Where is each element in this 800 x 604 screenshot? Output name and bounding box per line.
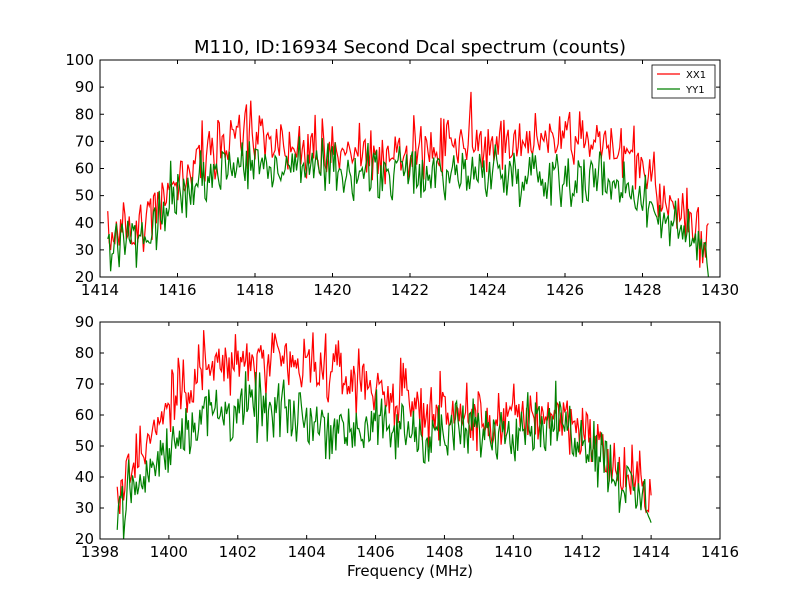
x-tick-label: 1410	[494, 543, 532, 561]
series-line-xx1	[116, 330, 652, 515]
x-tick-label: 1412	[563, 543, 601, 561]
x-tick-label: 1404	[288, 543, 326, 561]
axes-frame	[99, 321, 721, 540]
y-tick-label: 80	[75, 105, 94, 123]
y-tick-label: 70	[75, 132, 94, 150]
y-tick-label: 30	[75, 241, 94, 259]
y-tick-label: 30	[75, 499, 94, 517]
x-tick-label: 1416	[158, 281, 196, 299]
x-tick-label: 1430	[701, 281, 739, 299]
x-tick-label: 1398	[81, 543, 119, 561]
legend-label-xx1: XX1	[686, 70, 706, 81]
x-axis-label: Frequency (MHz)	[347, 562, 473, 580]
y-tick-label: 100	[65, 51, 94, 69]
x-tick-label: 1422	[391, 281, 429, 299]
y-tick-label: 40	[75, 214, 94, 232]
bottom-spectrum-axes: 1398 1400 1402 1404 1406 1408 1410 1412 1414 1416…	[75, 313, 739, 580]
x-tick-label: 1424	[468, 281, 506, 299]
x-tick-label: 1414	[632, 543, 670, 561]
series-line-yy1	[107, 136, 709, 277]
y-tick-label: 50	[75, 437, 94, 455]
y-tick-label: 20	[75, 268, 94, 286]
y-tick-label: 90	[75, 313, 94, 331]
series-line-yy1	[116, 371, 652, 539]
x-tick-label: 1418	[236, 281, 274, 299]
plot-area	[116, 330, 652, 539]
x-tick-label: 1428	[623, 281, 661, 299]
y-tick-label: 20	[75, 530, 94, 548]
y-tick-label: 60	[75, 160, 94, 178]
y-tick-label: 60	[75, 406, 94, 424]
y-tick-label: 90	[75, 78, 94, 96]
y-tick-label: 40	[75, 468, 94, 486]
top-spectrum-axes: 1414 1416 1418 1420 1422 1424 1426 1428 1430 20 30…	[65, 37, 739, 299]
chart-title: M110, ID:16934 Second Dcal spectrum (cou…	[194, 37, 626, 58]
x-tick-label: 1414	[81, 281, 119, 299]
plot-area	[107, 91, 709, 277]
x-tick-label: 1420	[313, 281, 351, 299]
x-tick-label: 1426	[546, 281, 584, 299]
x-tick-label: 1408	[425, 543, 463, 561]
x-tick-label: 1400	[150, 543, 188, 561]
x-tick-label: 1406	[356, 543, 394, 561]
y-tick-label: 50	[75, 187, 94, 205]
legend-box	[651, 64, 716, 99]
y-tick-label: 70	[75, 375, 94, 393]
legend-label-yy1: YY1	[685, 85, 705, 96]
y-tick-label: 80	[75, 344, 94, 362]
x-tick-label: 1416	[701, 543, 739, 561]
x-tick-label: 1402	[219, 543, 257, 561]
